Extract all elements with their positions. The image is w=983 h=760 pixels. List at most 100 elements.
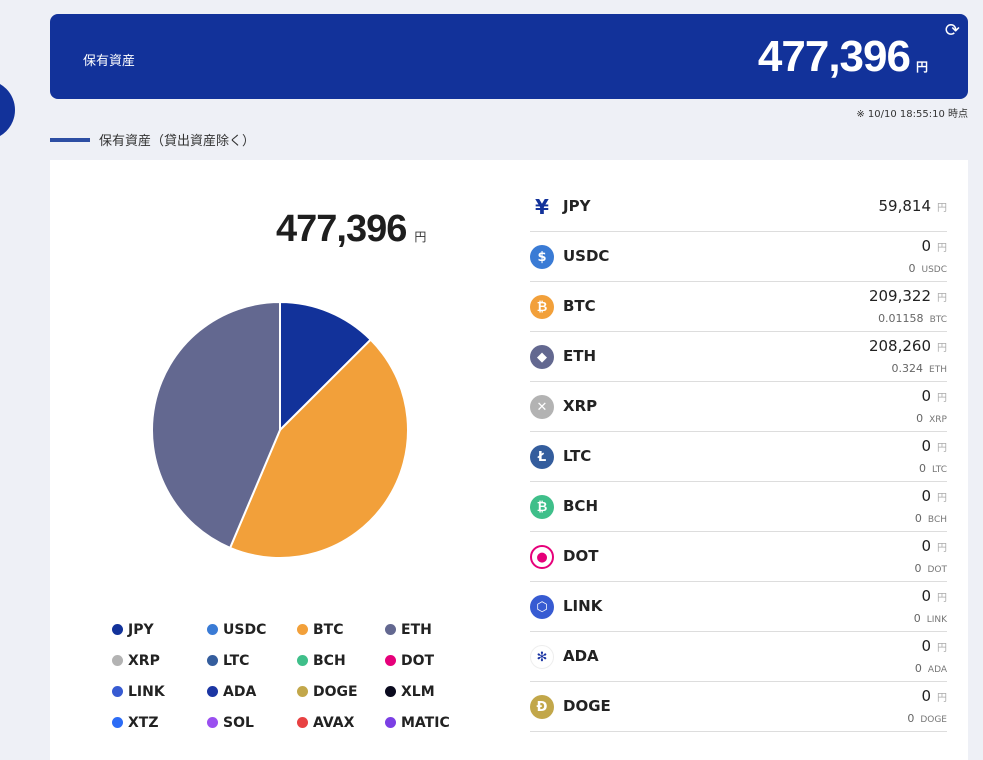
legend-item-ltc[interactable]: LTC bbox=[207, 651, 297, 670]
asset-value: 208,260 円 bbox=[869, 337, 947, 355]
legend-item-xrp[interactable]: XRP bbox=[112, 651, 207, 670]
legend-item-xlm[interactable]: XLM bbox=[385, 682, 475, 701]
legend-item-xtz[interactable]: XTZ bbox=[112, 713, 207, 732]
legend-item-dot[interactable]: DOT bbox=[385, 651, 475, 670]
legend-label: BCH bbox=[313, 652, 346, 669]
legend-dot bbox=[112, 717, 123, 728]
bitcoin-icon: ₿ bbox=[530, 295, 554, 319]
section-title: 保有資産（貸出資産除く） bbox=[50, 130, 255, 149]
asset-value-unit: 円 bbox=[937, 203, 947, 214]
asset-name: LTC bbox=[563, 447, 592, 465]
asset-amount-number: 0 bbox=[918, 462, 926, 475]
section-bar bbox=[50, 137, 90, 142]
asset-amount-symbol: DOT bbox=[927, 565, 947, 575]
asset-value-number: 208,260 bbox=[868, 337, 931, 355]
legend-item-btc[interactable]: BTC bbox=[297, 620, 385, 639]
asset-amount: 0 LINK bbox=[914, 612, 947, 625]
asset-value-unit: 円 bbox=[937, 243, 947, 254]
panel-total: 477,396 bbox=[276, 208, 407, 250]
assets-panel: 477,396 円 JPY USDC BTC ETH XRP LTC BCH DOT LINK A… bbox=[50, 160, 968, 760]
side-nav-button[interactable] bbox=[0, 80, 15, 140]
asset-name: ADA bbox=[563, 647, 599, 665]
asset-value-number: 0 bbox=[921, 687, 931, 705]
asset-amount-symbol: BCH bbox=[927, 515, 947, 525]
asset-value-number: 59,814 bbox=[878, 197, 932, 215]
panel-total-unit: 円 bbox=[414, 230, 427, 244]
asset-amount-number: 0 bbox=[916, 412, 924, 425]
legend-item-eth[interactable]: ETH bbox=[385, 620, 475, 639]
legend-dot bbox=[207, 717, 218, 728]
asset-amount: 0 BCH bbox=[915, 512, 947, 525]
panel-total-value: 477,396 円 bbox=[276, 208, 426, 251]
legend-item-link[interactable]: LINK bbox=[112, 682, 207, 701]
asset-amount-symbol: XRP bbox=[929, 415, 947, 425]
legend-item-matic[interactable]: MATIC bbox=[385, 713, 475, 732]
legend-dot bbox=[112, 686, 123, 697]
asset-value-unit: 円 bbox=[937, 343, 947, 354]
cardano-icon: ✻ bbox=[530, 645, 554, 669]
pie-slice-btc[interactable] bbox=[228, 338, 409, 559]
timestamp: ※ 10/10 18:55:10 時点 bbox=[856, 109, 968, 120]
refresh-icon[interactable]: ⟳ bbox=[944, 20, 960, 41]
legend-item-doge[interactable]: DOGE bbox=[297, 682, 385, 701]
legend-label: XRP bbox=[128, 652, 160, 669]
asset-name: DOT bbox=[563, 547, 599, 565]
asset-amount-number: 0 bbox=[907, 712, 915, 725]
legend-dot bbox=[385, 655, 396, 666]
yen-icon: ¥ bbox=[535, 195, 549, 219]
asset-name: JPY bbox=[563, 197, 591, 215]
legend-item-usdc[interactable]: USDC bbox=[207, 620, 297, 639]
asset-amount-number: 0 bbox=[914, 662, 922, 675]
asset-amount-symbol: USDC bbox=[921, 265, 947, 275]
asset-amount: 0.324 ETH bbox=[892, 362, 947, 375]
asset-amount-number: 0 bbox=[913, 612, 921, 625]
asset-amount: 0.01158 BTC bbox=[878, 312, 947, 325]
asset-name: BTC bbox=[563, 297, 596, 315]
total-assets-amount: 477,396 bbox=[757, 32, 911, 81]
legend-item-ada[interactable]: ADA bbox=[207, 682, 297, 701]
legend-dot bbox=[112, 655, 123, 666]
asset-value-number: 0 bbox=[921, 237, 931, 255]
asset-row-eth[interactable]: ◆ ETH 208,260 円 0.324 ETH bbox=[530, 332, 947, 382]
legend-label: XTZ bbox=[128, 714, 159, 731]
pie-slice-jpy[interactable] bbox=[279, 300, 373, 433]
legend-item-bch[interactable]: BCH bbox=[297, 651, 385, 670]
legend-dot bbox=[207, 686, 218, 697]
asset-row-btc[interactable]: ₿ BTC 209,322 円 0.01158 BTC bbox=[530, 282, 947, 332]
pie-slice-eth[interactable] bbox=[151, 300, 281, 550]
legend-label: XLM bbox=[401, 683, 435, 700]
xrp-icon: ✕ bbox=[530, 395, 554, 419]
ethereum-icon: ◆ bbox=[530, 345, 554, 369]
legend-item-jpy[interactable]: JPY bbox=[112, 620, 207, 639]
asset-amount-symbol: ADA bbox=[927, 665, 947, 675]
dogecoin-icon: Ð bbox=[530, 695, 554, 719]
polkadot-icon: ● bbox=[530, 545, 554, 569]
asset-amount-symbol: ETH bbox=[929, 365, 947, 375]
asset-name: DOGE bbox=[563, 697, 611, 715]
asset-value-unit: 円 bbox=[937, 293, 947, 304]
legend-label: JPY bbox=[128, 621, 154, 638]
asset-row-jpy[interactable]: ¥ JPY 59,814 円 bbox=[530, 182, 947, 232]
bitcoin-cash-icon: ₿ bbox=[530, 495, 554, 519]
legend-label: DOGE bbox=[313, 683, 358, 700]
legend-item-avax[interactable]: AVAX bbox=[297, 713, 385, 732]
legend-item-sol[interactable]: SOL bbox=[207, 713, 297, 732]
asset-amount-symbol: DOGE bbox=[920, 715, 947, 725]
asset-amount: 0 DOT bbox=[914, 562, 947, 575]
asset-value-number: 0 bbox=[921, 587, 931, 605]
asset-value: 59,814 円 bbox=[879, 197, 948, 215]
